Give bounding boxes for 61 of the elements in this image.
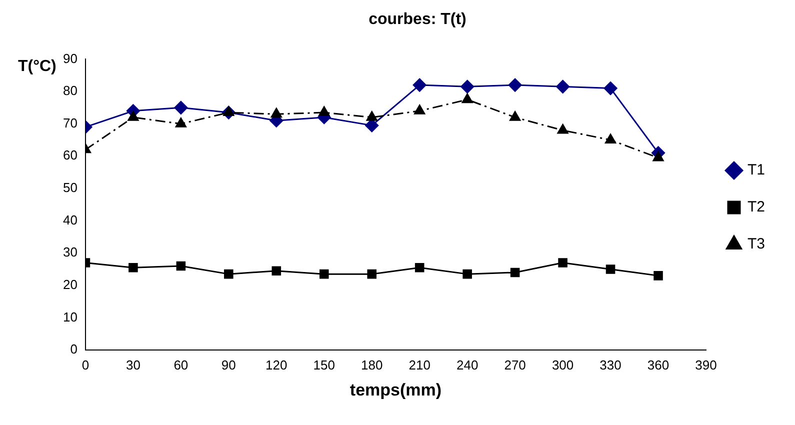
point [414,262,424,272]
legend-label: T2 [747,198,766,216]
legend-label: T1 [747,162,766,179]
point [176,261,186,271]
point [319,269,329,279]
y-tick-label: 90 [62,50,78,66]
y-tick-label: 50 [62,180,78,196]
point [366,111,378,121]
point [365,118,379,132]
point [318,106,330,116]
point [223,106,234,116]
point [174,100,188,114]
point [558,258,568,268]
point [462,269,472,279]
x-tick-label: 150 [313,357,335,372]
chart-title: courbes: T(t) [368,11,466,28]
y-axis-title: T(°C) [18,58,56,76]
y-tick-label: 0 [70,342,78,357]
x-tick-label: 180 [361,357,383,372]
point [557,124,568,134]
x-tick-label: 360 [647,357,670,372]
point [224,269,234,279]
y-tick-label: 30 [62,244,78,260]
legend-label: T3 [747,236,766,253]
x-tick-label: 390 [695,357,717,372]
point [462,93,473,104]
x-tick-label: 30 [126,357,140,372]
x-axis-title: temps(mm) [350,380,442,400]
y-tick-label: 20 [62,276,78,292]
y-tick-label: 40 [62,212,78,228]
point [510,268,520,278]
point [508,78,522,92]
y-tick-label: 70 [62,115,78,130]
point [414,104,426,114]
point [272,266,282,276]
point [128,262,138,272]
x-tick-label: 60 [174,357,188,372]
point [510,111,521,121]
x-tick-label: 0 [82,357,90,372]
point [605,134,616,144]
point [654,271,663,280]
point [606,264,616,274]
x-tick-label: 120 [266,357,288,372]
point [604,82,618,96]
x-tick-label: 90 [221,357,236,372]
x-tick-label: 240 [456,357,478,372]
point [412,78,426,92]
x-tick-label: 330 [600,357,622,372]
point [652,152,664,162]
point [367,269,376,279]
point [460,80,474,94]
point [270,108,282,118]
y-tick-label: 80 [62,83,78,98]
point [128,111,139,121]
x-tick-label: 300 [552,357,574,372]
point [556,80,570,94]
x-tick-label: 210 [408,357,430,372]
y-tick-label: 60 [62,148,78,163]
point [175,118,186,128]
x-tick-label: 270 [504,357,526,372]
y-tick-label: 10 [62,309,78,324]
